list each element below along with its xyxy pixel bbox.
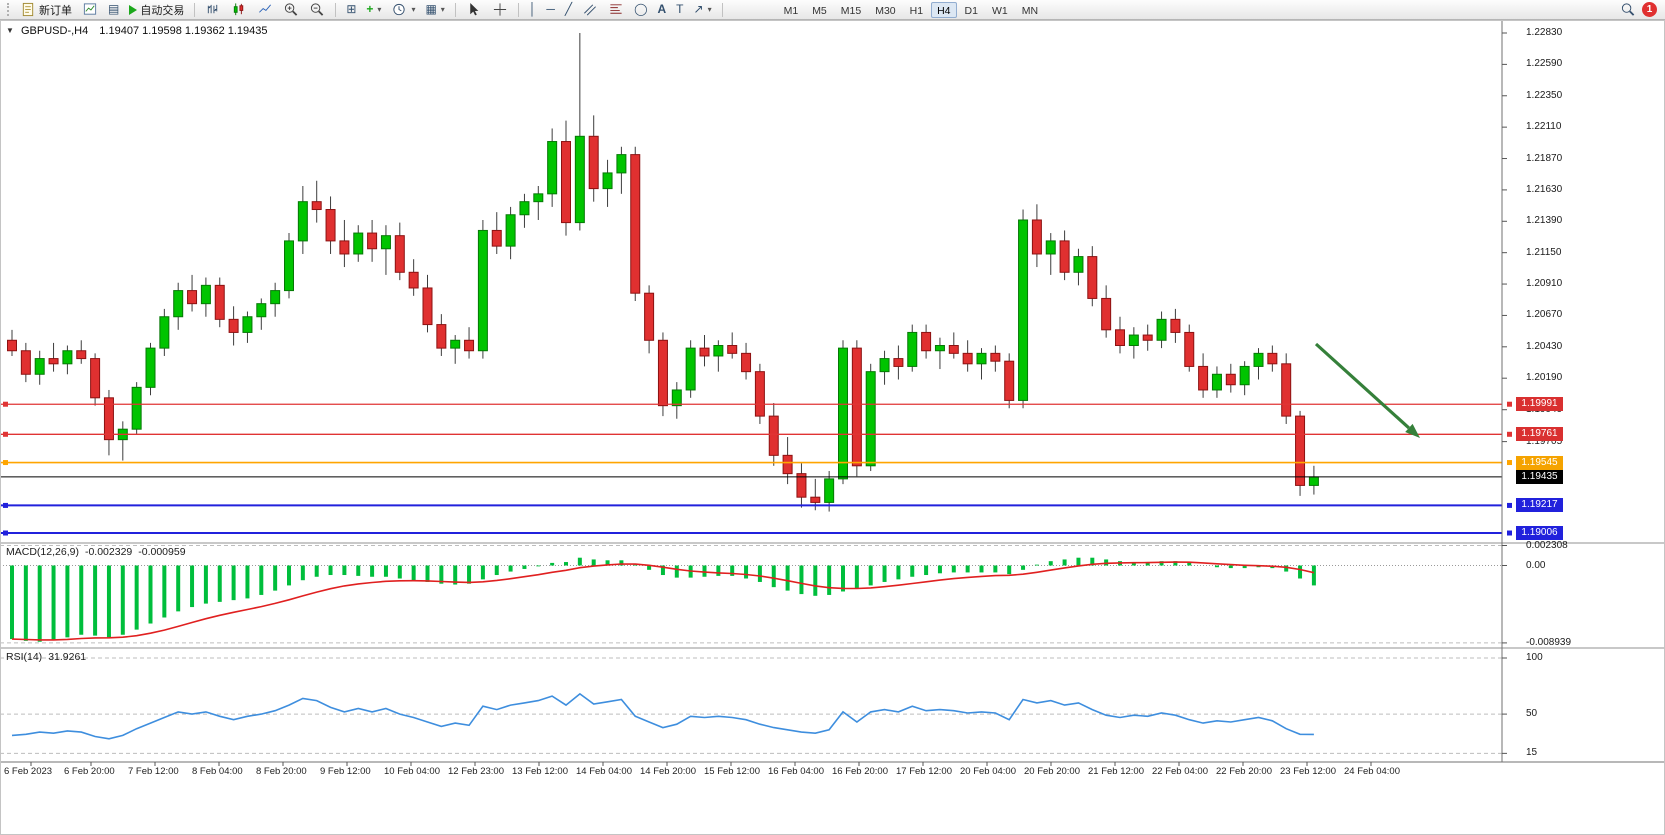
timeframe-button-m30[interactable]: M30 (875, 4, 896, 17)
cursor-tool-button[interactable] (462, 1, 486, 19)
search-icon (1621, 3, 1635, 16)
templates-icon: ▦ (425, 2, 437, 16)
chevron-down-icon: ▾ (377, 5, 382, 14)
vertical-line-icon: │ (528, 2, 537, 16)
add-indicator-button[interactable]: + ▾ (362, 1, 385, 19)
arrow-icon: ↗ (693, 2, 704, 16)
crosshair-tool-button[interactable] (488, 1, 512, 19)
chevron-down-icon: ▾ (440, 5, 445, 14)
chevron-down-icon: ▾ (707, 5, 712, 14)
line-chart-mode-button[interactable] (253, 1, 277, 19)
down-trend-arrow (1314, 342, 1410, 430)
candlestick-mode-button[interactable] (227, 1, 251, 19)
timeframe-button-h4[interactable]: H4 (931, 1, 957, 18)
timeframe-button-w1[interactable]: W1 (991, 4, 1008, 17)
timeframe-button-mn[interactable]: MN (1021, 4, 1039, 17)
timeframe-button-m5[interactable]: M5 (812, 4, 827, 17)
horizontal-line-icon: ─ (546, 2, 555, 16)
toolbar-separator (517, 2, 519, 17)
profiles-button[interactable]: ▤ (104, 1, 123, 19)
tile-windows-button[interactable]: ⊞ (342, 1, 360, 19)
horizontal-line-tool[interactable]: ─ (542, 1, 559, 19)
zoom-out-button[interactable] (305, 1, 329, 19)
auto-trading-button[interactable]: 自动交易 (125, 1, 188, 19)
timeframe-group: M1 M5 M15 M30 H1 H4 D1 W1 MN (777, 1, 1045, 18)
vertical-line-tool[interactable]: │ (525, 1, 541, 19)
add-indicator-icon: + (366, 2, 374, 16)
new-chart-button[interactable] (78, 1, 102, 19)
toolbar-separator (721, 2, 723, 17)
periods-button[interactable]: ▾ (387, 1, 419, 19)
chevron-down-icon: ▾ (411, 5, 416, 14)
arrows-tool[interactable]: ↗ ▾ (690, 1, 716, 19)
trendline-tool[interactable]: ╱ (561, 1, 576, 19)
tile-windows-icon: ⊞ (346, 2, 357, 16)
toolbar-separator (454, 2, 456, 17)
main-toolbar: 新订单 ▤ 自动交易 (0, 0, 1665, 20)
label-icon: T (676, 2, 684, 16)
label-tool[interactable]: T (672, 1, 687, 19)
zoom-in-icon (285, 3, 298, 16)
new-order-icon (22, 2, 34, 17)
timeframe-button-m15[interactable]: M15 (840, 4, 862, 17)
fibonacci-icon (610, 4, 622, 14)
bar-chart-mode-button[interactable] (201, 1, 225, 19)
auto-trading-icon (129, 4, 138, 15)
trendline-icon: ╱ (564, 2, 573, 16)
toolbar-separator (335, 2, 337, 17)
timeframe-button-d1[interactable]: D1 (964, 4, 978, 17)
new-order-button[interactable]: 新订单 (16, 1, 76, 19)
zoom-in-button[interactable] (279, 1, 303, 19)
search-button[interactable] (1616, 1, 1640, 19)
bar-chart-icon (208, 4, 218, 14)
timeframe-button-m1[interactable]: M1 (783, 4, 799, 17)
timeframe-button-h1[interactable]: H1 (909, 4, 924, 17)
new-order-label: 新订单 (39, 4, 72, 17)
clock-icon (393, 3, 406, 16)
candlestick-icon (234, 3, 244, 16)
templates-button[interactable]: ▦ ▾ (421, 1, 448, 19)
toolbar-grip[interactable] (7, 3, 11, 16)
line-chart-icon (259, 4, 272, 13)
ellipse-tool[interactable]: ◯ (630, 1, 651, 19)
auto-trading-label: 自动交易 (140, 4, 185, 17)
new-chart-icon (83, 3, 97, 15)
text-tool[interactable]: A (654, 1, 671, 19)
fibonacci-tool[interactable] (604, 1, 628, 19)
channel-tool[interactable] (578, 1, 602, 19)
text-icon: A (657, 2, 667, 16)
zoom-out-icon (311, 3, 324, 16)
ellipse-icon: ◯ (634, 2, 648, 16)
profiles-icon: ▤ (108, 2, 120, 16)
channel-icon (584, 4, 597, 16)
notification-badge[interactable]: 1 (1642, 2, 1657, 17)
crosshair-icon (493, 3, 506, 16)
toolbar-separator (194, 2, 196, 17)
cursor-icon (470, 2, 479, 16)
